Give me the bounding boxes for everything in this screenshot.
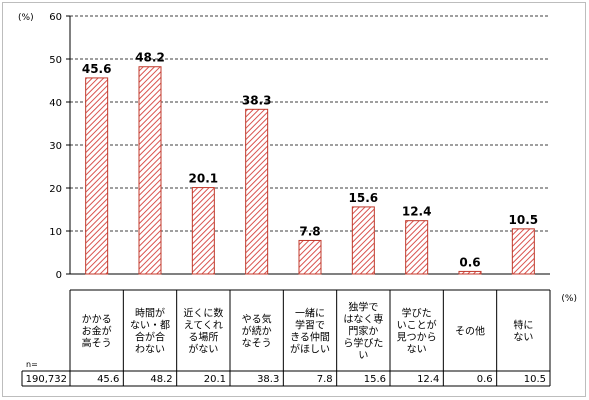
category-label: いことが bbox=[397, 319, 437, 332]
table-value: 10.5 bbox=[524, 374, 546, 385]
category-label: がほしい bbox=[290, 343, 330, 356]
n-label: n= bbox=[26, 360, 38, 369]
category-label: 学びた bbox=[402, 307, 432, 320]
table-value: 20.1 bbox=[204, 374, 226, 385]
category-label: がない bbox=[188, 343, 218, 356]
category-label: 見つから bbox=[397, 332, 437, 344]
table-unit: (%) bbox=[561, 294, 577, 304]
data-label: 45.6 bbox=[82, 62, 112, 76]
y-tick-label: 60 bbox=[49, 12, 62, 23]
table-value: 12.4 bbox=[417, 374, 439, 385]
category-label: お金が bbox=[82, 325, 112, 338]
data-label: 38.3 bbox=[242, 93, 272, 107]
y-tick-label: 0 bbox=[56, 270, 62, 281]
category-label: 一緒に bbox=[295, 307, 325, 320]
chart-frame bbox=[2, 2, 586, 397]
table-value: 45.6 bbox=[97, 374, 119, 385]
bar bbox=[511, 228, 535, 275]
category-label: ら学びた bbox=[343, 337, 383, 350]
category-label: なそう bbox=[242, 338, 272, 350]
category-label: 独学で bbox=[348, 301, 378, 314]
data-label: 48.2 bbox=[135, 51, 165, 65]
category-label: はなく専 bbox=[343, 314, 383, 326]
bar bbox=[298, 239, 322, 275]
category-label: が続か bbox=[242, 325, 272, 338]
bar bbox=[138, 66, 162, 275]
category-label: 合が合 bbox=[135, 331, 165, 344]
category-label: い bbox=[358, 351, 368, 362]
y-tick-label: 40 bbox=[49, 98, 62, 109]
category-label: きる仲間 bbox=[290, 331, 330, 344]
table-value: 38.3 bbox=[257, 374, 279, 385]
category-label: ない bbox=[407, 344, 427, 356]
bar bbox=[85, 77, 109, 275]
table-value: 7.8 bbox=[317, 374, 333, 385]
bar bbox=[245, 108, 269, 275]
category-label: ない bbox=[513, 332, 533, 344]
table-value: 0.6 bbox=[477, 374, 493, 385]
y-tick-label: 50 bbox=[49, 55, 62, 66]
data-label: 12.4 bbox=[402, 205, 432, 219]
category-label: その他 bbox=[455, 325, 485, 338]
category-label: 門家か bbox=[348, 325, 378, 338]
bar bbox=[405, 220, 429, 275]
n-value: 190,732 bbox=[26, 374, 67, 385]
data-label: 7.8 bbox=[299, 224, 320, 238]
category-label: わない bbox=[135, 344, 165, 356]
y-axis-unit: (%) bbox=[18, 13, 34, 23]
y-tick-label: 10 bbox=[49, 227, 62, 238]
category-label: 学習で bbox=[295, 319, 325, 332]
y-tick-label: 30 bbox=[49, 141, 62, 152]
category-label: 近くに数 bbox=[183, 307, 223, 320]
data-label: 0.6 bbox=[459, 255, 480, 269]
category-label: やる気 bbox=[242, 313, 272, 326]
bar bbox=[191, 187, 215, 275]
category-label: 時間が bbox=[135, 307, 165, 320]
y-tick-label: 20 bbox=[49, 184, 62, 195]
category-label: る場所 bbox=[188, 331, 218, 344]
category-label: 特に bbox=[513, 320, 533, 332]
bar bbox=[351, 206, 375, 275]
category-label: 高そう bbox=[82, 337, 112, 350]
category-label: えてくれ bbox=[184, 320, 223, 332]
category-label: かかる bbox=[82, 314, 112, 326]
table-value: 48.2 bbox=[150, 374, 172, 385]
data-label: 15.6 bbox=[349, 191, 379, 205]
table-value: 15.6 bbox=[364, 374, 386, 385]
data-label: 10.5 bbox=[509, 213, 539, 227]
data-label: 20.1 bbox=[189, 172, 219, 186]
category-label: ない・都 bbox=[130, 320, 170, 332]
bar bbox=[458, 270, 482, 275]
